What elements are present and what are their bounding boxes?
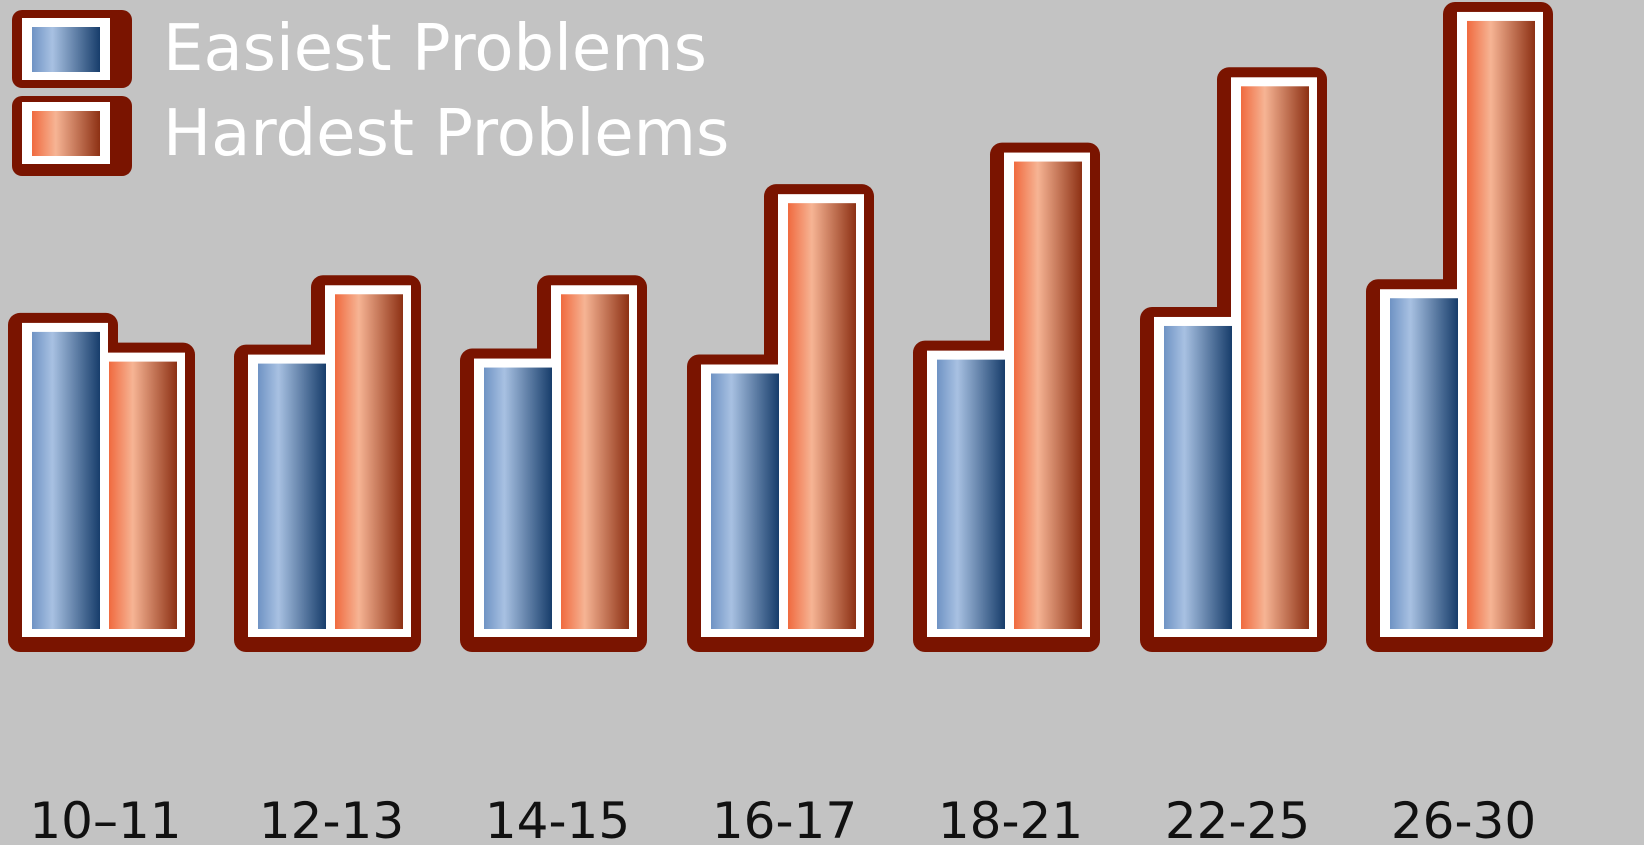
- legend-item-hardest: Hardest Problems: [12, 96, 729, 176]
- bar-hardest: [561, 294, 629, 629]
- bar-group-6: [1140, 67, 1327, 652]
- legend-label-easiest: Easiest Problems: [163, 12, 707, 86]
- x-tick-label: 12-13: [259, 792, 404, 845]
- bars-layer: [8, 1, 1553, 652]
- bar-hardest: [1014, 161, 1082, 629]
- bar-hardest: [1467, 20, 1535, 629]
- legend-swatch-easiest: [32, 27, 100, 72]
- bar-hardest: [788, 203, 856, 629]
- bar-easiest: [711, 373, 779, 629]
- x-tick-label: 18-21: [938, 792, 1083, 845]
- x-tick-label: 16-17: [712, 792, 857, 845]
- bar-easiest: [937, 359, 1005, 629]
- bar-group-3: [460, 275, 647, 652]
- legend-swatch-hardest: [32, 111, 100, 156]
- bar-hardest: [1241, 86, 1309, 629]
- x-tick-label: 14-15: [485, 792, 630, 845]
- bar-group-2: [234, 275, 421, 652]
- bar-group-1: [8, 312, 195, 652]
- bar-group-7: [1366, 1, 1553, 652]
- x-tick-labels: 10–11 12-13 14-15 16-17 18-21 22-25 26-30: [29, 792, 1536, 845]
- bar-easiest: [32, 331, 100, 629]
- bar-hardest: [335, 294, 403, 629]
- bar-group-5: [913, 142, 1100, 652]
- bar-hardest: [109, 361, 177, 629]
- x-tick-label: 26-30: [1391, 792, 1536, 845]
- legend: Easiest Problems Hardest Problems: [12, 10, 729, 176]
- bar-group-4: [687, 184, 874, 652]
- x-tick-label: 22-25: [1165, 792, 1310, 845]
- bar-easiest: [1390, 298, 1458, 629]
- legend-item-easiest: Easiest Problems: [12, 10, 707, 88]
- x-tick-label: 10–11: [29, 792, 181, 845]
- bar-easiest: [258, 363, 326, 629]
- legend-label-hardest: Hardest Problems: [163, 97, 729, 171]
- bar-easiest: [484, 367, 552, 629]
- bar-easiest: [1164, 325, 1232, 629]
